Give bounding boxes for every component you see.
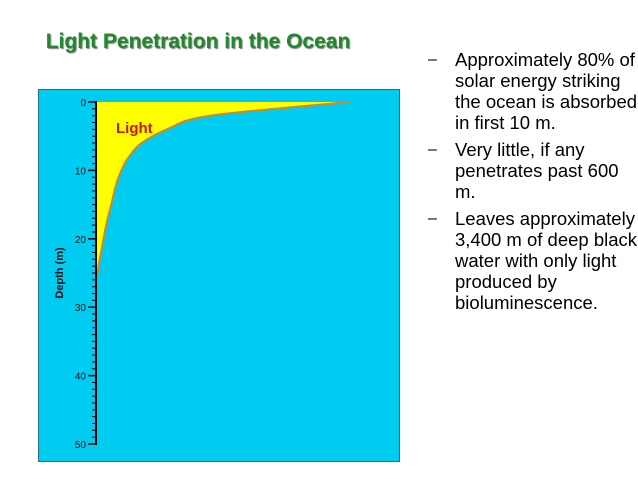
light-curve <box>95 101 350 287</box>
tick-label: 10 <box>75 166 87 177</box>
tick-label: 20 <box>75 235 87 246</box>
tick-label: 40 <box>75 372 87 383</box>
y-axis-label: Depth (m) <box>54 247 66 299</box>
bullet-marker: – <box>428 210 437 227</box>
light-region-label: Light <box>116 120 153 137</box>
depth-ticks: 0 10 20 30 40 50 <box>75 98 96 451</box>
tick-label: 0 <box>80 98 86 109</box>
bullet-item: – Very little, if any penetrates past 600… <box>428 139 638 202</box>
bullet-item: – Leaves approximately 3,400 m of deep bl… <box>428 208 638 313</box>
bullet-marker: – <box>428 141 437 158</box>
bullet-text: Leaves approximately 3,400 m of deep bla… <box>455 208 638 313</box>
light-penetration-chart: 0 10 20 30 40 50 Light Depth (m) <box>54 98 350 451</box>
light-penetration-diagram: 0 10 20 30 40 50 Light Depth (m) <box>38 89 400 462</box>
slide-title: Light Penetration in the Ocean <box>45 30 351 53</box>
bullet-marker: – <box>428 51 437 68</box>
light-area <box>96 102 349 287</box>
bullet-item: – Approximately 80% of solar energy strik… <box>428 49 638 133</box>
tick-label: 30 <box>75 303 87 314</box>
tick-label: 50 <box>75 440 87 451</box>
bullet-list: – Approximately 80% of solar energy strik… <box>428 49 638 319</box>
bullet-text: Very little, if any penetrates past 600 … <box>455 139 619 202</box>
bullet-text: Approximately 80% of solar energy striki… <box>455 49 638 133</box>
